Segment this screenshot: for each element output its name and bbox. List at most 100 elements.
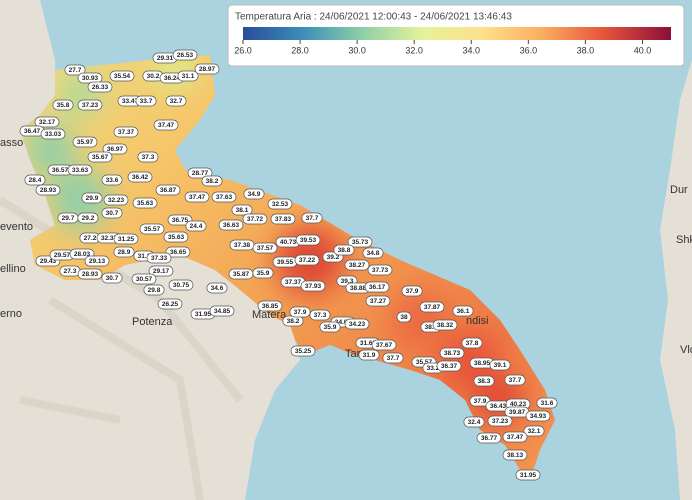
station-value: 38.88 [350, 285, 367, 292]
station-value: 30.93 [82, 75, 99, 82]
station-badge [401, 285, 423, 297]
station-badge [137, 151, 159, 163]
station-value: 38.95 [474, 360, 491, 367]
place-label: Shk [676, 234, 692, 246]
station-value: 37.33 [151, 255, 168, 262]
tick-label: 28.0 [291, 45, 309, 55]
station-badge [187, 167, 213, 179]
station-badge [502, 449, 528, 461]
station-value: 34.03 [335, 319, 352, 326]
station-badge [177, 70, 199, 82]
station-value: 36.87 [160, 187, 177, 194]
station-value: 29.31 [157, 55, 174, 62]
station-value: 38.27 [349, 262, 366, 269]
station-badge [167, 214, 193, 226]
station-badge [201, 175, 223, 187]
station-badge [344, 259, 370, 271]
station-badge [504, 374, 526, 386]
place-label: Matera [252, 309, 287, 321]
station-badge [34, 116, 60, 128]
station-badge [347, 236, 373, 248]
station-value: 39.3 [341, 278, 354, 285]
station-value: 37.47 [507, 434, 524, 441]
station-badge [290, 345, 316, 357]
station-badge [252, 267, 274, 279]
station-value: 37.38 [234, 242, 251, 249]
station-value: 35.25 [295, 348, 312, 355]
station-badge [163, 231, 189, 243]
station-badge [103, 194, 129, 206]
station-value: 29.8 [148, 287, 161, 294]
station-value: 37.37 [118, 129, 135, 136]
tick-label: 34.0 [463, 45, 481, 55]
station-badge [270, 213, 296, 225]
station-value: 33.63 [72, 167, 89, 174]
station-value: 37.47 [189, 194, 206, 201]
station-value: 34.93 [530, 413, 547, 420]
station-badge [64, 64, 86, 76]
station-value: 40.23 [510, 401, 527, 408]
station-value: 28.03 [74, 251, 91, 258]
station-badge [132, 197, 158, 209]
station-badge [367, 264, 393, 276]
station-value: 26.25 [162, 301, 179, 308]
station-badge [525, 410, 551, 422]
station-value: 32.17 [39, 119, 56, 126]
station-value: 34.23 [349, 321, 366, 328]
station-value: 37.23 [492, 418, 509, 425]
station-value: 30.75 [173, 282, 190, 289]
station-badge [333, 244, 355, 256]
station-value: 37.47 [158, 122, 175, 129]
station-value: 29.2 [82, 215, 95, 222]
station-value: 33.6 [106, 177, 119, 184]
station-badge [52, 99, 74, 111]
station-badge [382, 352, 404, 364]
station-value: 31.95 [195, 311, 212, 318]
station-badge [452, 305, 474, 317]
station-badge [489, 359, 511, 371]
station-value: 31.1 [138, 253, 151, 260]
station-value: 37.83 [275, 216, 292, 223]
station-badge [101, 207, 123, 219]
station-badge [267, 198, 293, 210]
station-badge [146, 252, 172, 264]
station-value: 36.47 [24, 128, 41, 135]
station-value: 37.27 [370, 298, 387, 305]
station-value: 27.3 [64, 268, 77, 275]
place-labels: asso evento ellino erno Potenza Matera Tar ndis… [0, 137, 692, 360]
station-value: 35.9 [257, 270, 270, 277]
station-value: 35.67 [92, 154, 109, 161]
station-value: 35.63 [137, 200, 154, 207]
station-badge [113, 246, 135, 258]
tick-label: 36.0 [520, 45, 538, 55]
station-value: 36.43 [490, 403, 507, 410]
station-value: 38.2 [206, 178, 219, 185]
station-badge [461, 337, 483, 349]
station-value: 31.9 [363, 352, 376, 359]
station-value: 29.43 [40, 258, 57, 265]
station-badge [72, 136, 98, 148]
station-badge [209, 305, 235, 317]
station-badge [476, 432, 502, 444]
place-label: ellino [0, 263, 26, 275]
station-value: 31.1 [182, 73, 195, 80]
place-label: Dur [670, 184, 688, 196]
station-value: 30.7 [106, 275, 119, 282]
station-value: 36.17 [369, 284, 386, 291]
colorbar [243, 27, 671, 40]
station-badge [295, 234, 321, 246]
station-value: 37.72 [247, 216, 264, 223]
station-value: 37.73 [372, 267, 389, 274]
station-badge [487, 415, 513, 427]
station-badge [40, 128, 66, 140]
legend-title: Temperatura Aria : 24/06/2021 12:00:43 -… [235, 12, 512, 23]
station-badge [81, 192, 103, 204]
station-badge [231, 204, 253, 216]
station-badge [436, 360, 462, 372]
station-value: 37.9 [406, 288, 419, 295]
station-value: 37.37 [285, 279, 302, 286]
tick-label: 32.0 [405, 45, 423, 55]
station-value: 28.97 [199, 66, 216, 73]
station-badge [109, 70, 135, 82]
